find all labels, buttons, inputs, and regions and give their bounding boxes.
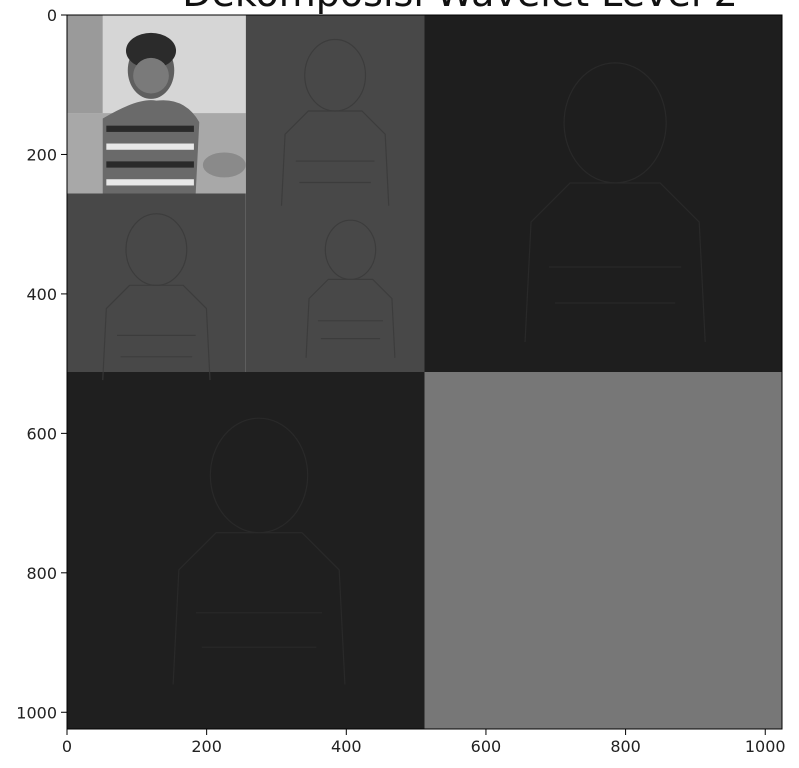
x-tick-label: 200 [191,737,222,756]
x-tick-label: 600 [471,737,502,756]
level1-horizontal-detail-region [424,15,782,372]
level1-vertical-outline [172,417,346,685]
axes-frame [66,14,783,730]
axes-layer: 0 200 400 600 800 1000 0 200 400 600 800 1000 [16,6,785,756]
chart-title: Dekomposisi Wavelet Level 2 [182,0,738,12]
x-tick-label: 0 [62,737,72,756]
level2-diagonal-outline [305,219,396,358]
x-tick-label: 1000 [745,737,786,756]
y-tick-label: 0 [47,6,57,25]
x-tick-label: 800 [610,737,641,756]
level1-horizontal-outline [524,62,706,343]
y-tick-label: 800 [26,564,57,583]
image-layer [67,15,782,729]
x-tick-label: 400 [331,737,362,756]
y-tick-label: 400 [26,285,57,304]
y-tick-label: 200 [26,145,57,164]
level2-vertical-detail-region [67,193,246,372]
approximation-photo [67,15,246,194]
level1-diagonal-detail-region [424,372,782,729]
level2-diagonal-detail-region [245,193,425,372]
level1-vertical-detail-region [67,372,425,729]
level2-horizontal-outline [280,38,390,206]
y-tick-label: 1000 [16,703,57,722]
y-tick-label: 600 [26,424,57,443]
level2-horizontal-detail-region [245,15,425,194]
level2-vertical-outline [102,213,211,381]
